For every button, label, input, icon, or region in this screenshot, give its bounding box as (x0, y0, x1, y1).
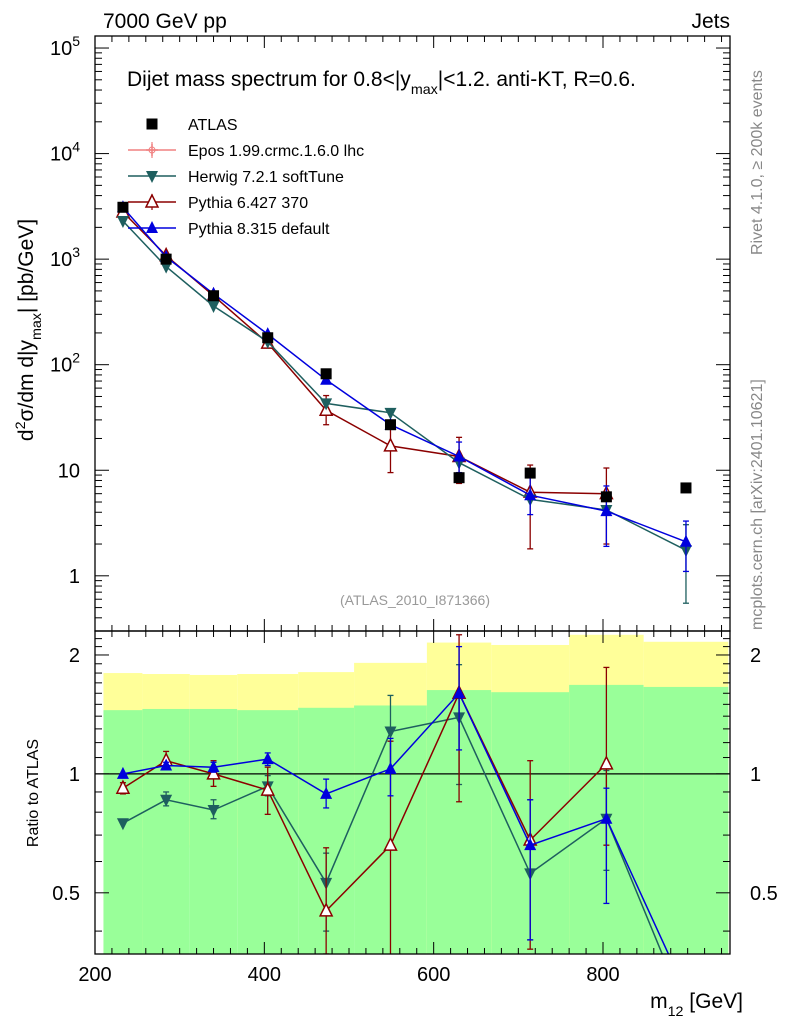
y-tick-label: 105 (50, 33, 80, 60)
ratio-line-pythia8 (122, 691, 670, 954)
x-tick-label: 600 (417, 964, 450, 986)
legend-marker-herwig (146, 171, 158, 183)
main-line-pythia6 (122, 211, 607, 495)
legend: ATLAS Epos 1.99.crmc.1.6.0 lhc Herwig 7.2.… (128, 117, 364, 238)
ratio-point-pythia8 (384, 761, 397, 774)
ratio-point-pythia6 (260, 781, 275, 796)
ratio-y-tick-label-right: 0.5 (750, 883, 778, 905)
legend-label-herwig: Herwig 7.2.1 softTune (188, 169, 344, 186)
analysis-watermark: (ATLAS_2010_I871366) (340, 592, 490, 608)
y-tick-label: 103 (50, 244, 80, 271)
ratio-point-herwig (384, 726, 397, 739)
y-tick-label: 1 (69, 566, 80, 588)
ratio-point-pythia8 (453, 686, 466, 699)
ratio-point-pythia6 (115, 779, 131, 794)
green-band-bin (142, 708, 190, 954)
ratio-point-pythia8 (261, 752, 274, 765)
ratio-y-tick-label: 2 (69, 645, 80, 667)
main-point-pythia8 (679, 534, 692, 547)
mcplots-label: mcplots.cern.ch [arXiv:2401.10621] (749, 379, 766, 630)
ratio-y-tick-label-right: 2 (750, 645, 761, 667)
main-point-atlas (320, 368, 332, 380)
ratio-point-pythia6 (383, 836, 398, 851)
plot-title: Dijet mass spectrum for 0.8<|ymax|<1.2. … (127, 68, 636, 98)
main-series-atlas (117, 201, 692, 503)
ratio-point-pythia8 (524, 838, 537, 851)
ratio-point-pythia6 (599, 755, 614, 770)
main-point-atlas (160, 253, 172, 265)
green-band-bin (643, 686, 729, 954)
green-band-bin (103, 710, 143, 954)
y-tick-label: 104 (50, 139, 80, 166)
main-point-pythia8 (453, 449, 466, 462)
ratio-series-pythia8 (116, 645, 670, 954)
ratio-point-pythia8 (160, 758, 173, 771)
main-point-herwig (116, 215, 129, 228)
main-line-herwig (122, 220, 687, 551)
main-series-herwig (116, 215, 692, 604)
ratio-point-herwig (116, 818, 129, 831)
x-axis-label: m12 [GeV] (650, 990, 743, 1020)
main-point-atlas (117, 201, 129, 213)
main-point-atlas (600, 491, 612, 503)
rivet-version-label: Rivet 4.1.0, ≥ 200k events (749, 70, 766, 255)
ratio-panel: 200 400 600 800 0.5 0.5 1 1 2 2 Ratio to ATLAS m12 … (25, 36, 778, 1020)
main-point-atlas (208, 290, 220, 302)
main-point-pythia8 (600, 504, 613, 517)
main-series-pythia8 (116, 200, 692, 573)
collision-label: 7000 GeV pp (103, 10, 227, 33)
y-tick-label: 102 (50, 350, 80, 377)
ratio-point-pythia8 (207, 760, 220, 773)
main-panel: 1 10 102 103 104 105 Dijet mass spectrum for 0… (13, 33, 731, 632)
main-point-atlas (262, 332, 274, 344)
ratio-point-pythia6 (318, 902, 334, 917)
main-point-atlas (524, 467, 536, 479)
ratio-line-herwig (122, 716, 664, 954)
x-tick-label: 200 (78, 964, 111, 986)
main-point-atlas (680, 482, 692, 494)
green-band-bin (189, 708, 238, 954)
legend-marker-pythia8 (146, 221, 158, 233)
main-point-atlas (384, 419, 396, 431)
legend-marker-epos (146, 144, 158, 156)
main-point-pythia8 (524, 488, 537, 501)
legend-marker-pythia6 (144, 193, 160, 208)
ratio-point-herwig (207, 805, 220, 818)
ratio-frame (94, 630, 731, 955)
legend-label-pythia6: Pythia 6.427 370 (188, 195, 308, 212)
main-point-atlas (453, 472, 465, 484)
x-tick-label: 400 (248, 964, 281, 986)
main-point-pythia6 (383, 437, 398, 452)
uncertainty-bands (103, 634, 729, 954)
green-band-bin (237, 710, 299, 954)
legend-label-epos: Epos 1.99.crmc.1.6.0 lhc (188, 143, 364, 160)
main-point-herwig (320, 398, 333, 411)
category-label: Jets (691, 10, 730, 33)
main-point-herwig (384, 407, 397, 420)
y-axis-label: d2σ/dm d|ymax| [pb/GeV] (13, 219, 45, 441)
legend-label-atlas: ATLAS (188, 117, 238, 134)
y-tick-label: 10 (58, 460, 80, 482)
main-line-pythia8 (122, 206, 687, 543)
x-tick-label: 800 (586, 964, 619, 986)
main-point-herwig (207, 300, 220, 313)
ratio-point-pythia8 (116, 766, 129, 779)
ratio-y-axis-label: Ratio to ATLAS (25, 739, 42, 847)
legend-marker-atlas (146, 118, 158, 130)
ratio-y-tick-label-right: 1 (750, 764, 761, 786)
ratio-point-pythia8 (600, 811, 613, 824)
ratio-point-pythia6 (206, 765, 221, 780)
ratio-point-herwig (160, 794, 173, 807)
ratio-y-tick-label: 0.5 (52, 883, 80, 905)
legend-marker-epos-c (148, 146, 156, 154)
ratio-y-tick-label: 1 (69, 764, 80, 786)
legend-label-pythia8: Pythia 8.315 default (188, 221, 330, 238)
ratio-point-pythia8 (320, 786, 333, 799)
